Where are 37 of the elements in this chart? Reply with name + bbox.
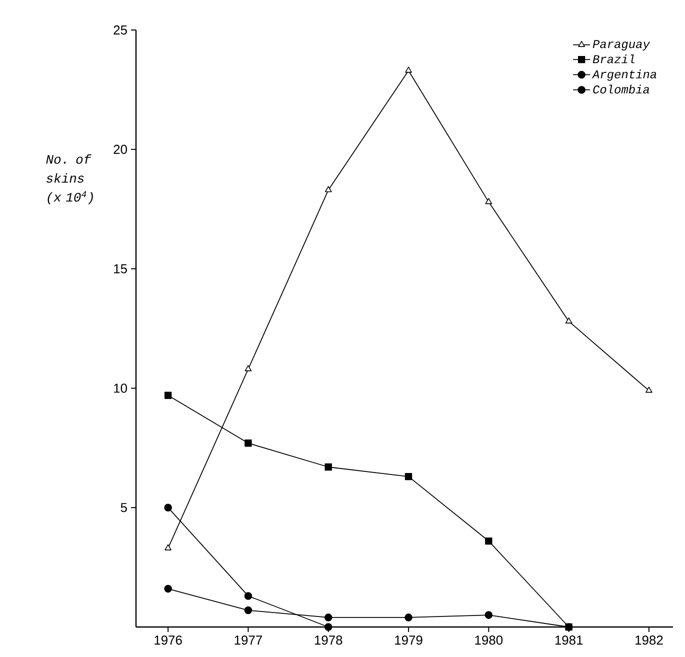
legend-label: Colombia: [593, 84, 650, 94]
point: [404, 614, 412, 622]
point: [324, 186, 332, 192]
point: [405, 66, 412, 73]
point: [164, 544, 172, 550]
x-tick-label: 1977: [234, 636, 262, 645]
point: [244, 440, 252, 447]
y-tick-label: 5: [120, 503, 127, 512]
y-tick-label: 20: [114, 144, 127, 154]
x-tick-label: 1978: [314, 636, 342, 645]
x-tick-label: 1976: [154, 636, 182, 645]
legend-label: Argentina: [592, 70, 656, 81]
point: [324, 463, 332, 471]
point: [485, 198, 492, 204]
point: [164, 392, 172, 399]
point: [244, 606, 252, 614]
legend-label: Brazil: [592, 54, 634, 64]
legend-label: Paraguay: [592, 40, 650, 51]
point: [164, 584, 172, 593]
y-tick-label: 15: [114, 264, 127, 274]
x-tick-label: 1982: [636, 636, 663, 645]
point: [484, 611, 493, 619]
point: [646, 386, 652, 393]
point: [404, 472, 412, 480]
y-tick-label: 25: [114, 25, 127, 35]
point: [244, 365, 252, 372]
point: [164, 504, 172, 512]
point: [565, 317, 572, 324]
y-axis-title: No. of skins (x 10$^{4}$): [46, 154, 93, 204]
point: [324, 623, 332, 631]
point: [244, 592, 252, 600]
point: [324, 614, 332, 622]
y-tick-label: 10: [114, 384, 127, 393]
x-tick-label: 1979: [395, 636, 422, 645]
x-tick-label: 1980: [475, 636, 503, 645]
x-tick-label: 1981: [555, 636, 583, 645]
point: [485, 537, 492, 545]
